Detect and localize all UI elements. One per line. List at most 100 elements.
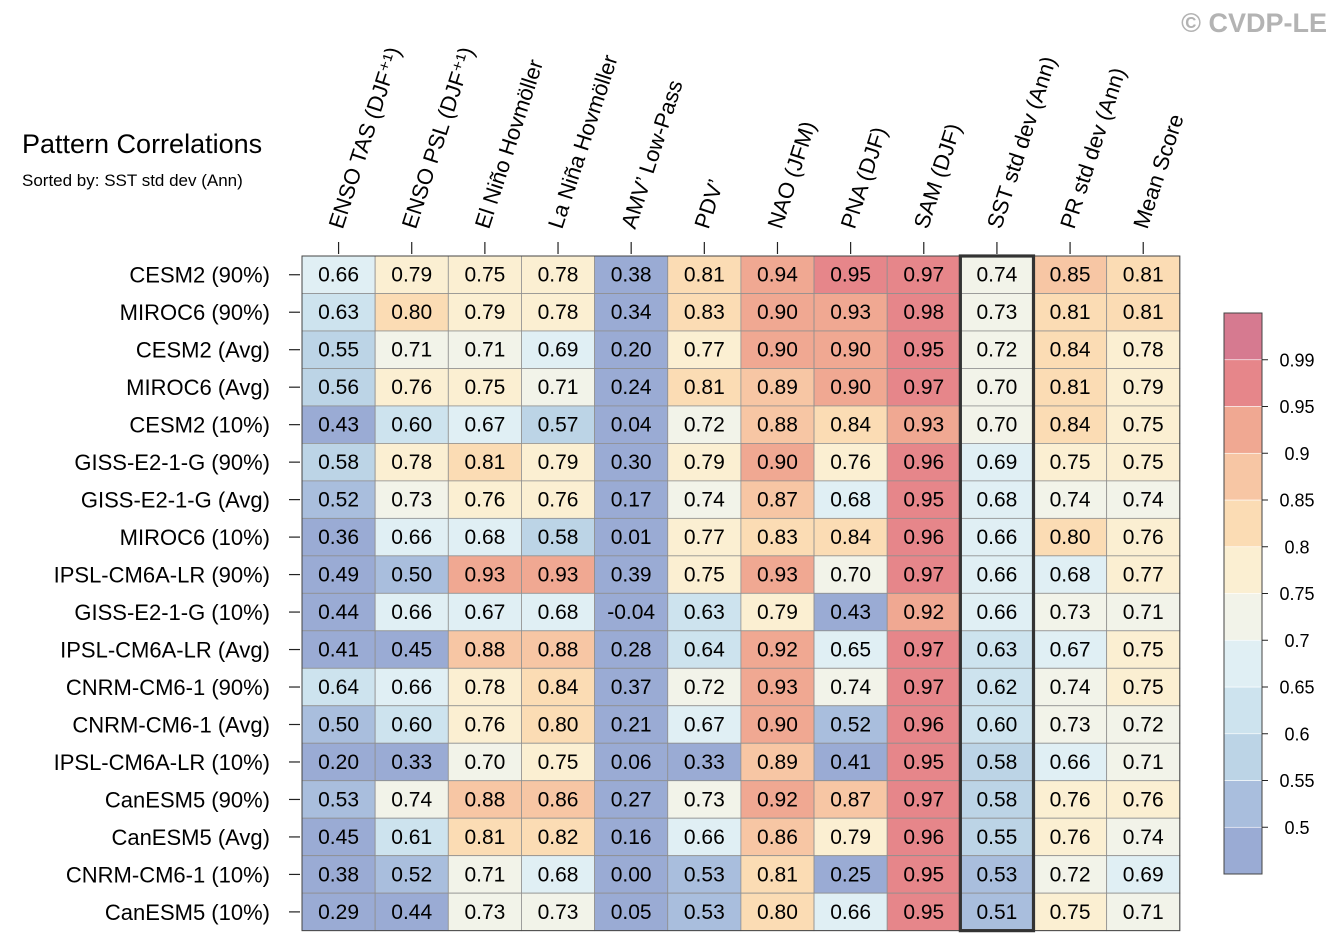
heatmap-cell xyxy=(594,705,669,744)
cell-value-label: 0.80 xyxy=(538,714,579,737)
heatmap-cell xyxy=(813,517,888,557)
heatmap-cell xyxy=(667,592,742,632)
cell-value-label: 0.45 xyxy=(391,639,432,662)
cell-value-label: 0.84 xyxy=(1050,414,1091,437)
cell-value-label: 0.73 xyxy=(1050,714,1091,737)
cell-value-label: 0.74 xyxy=(976,264,1017,287)
cell-value-label: 0.36 xyxy=(318,526,359,549)
cell-value-label: 0.62 xyxy=(976,676,1017,699)
cell-value-label: 0.75 xyxy=(1123,676,1164,699)
heatmap-cells: 0.66 0.79 0.75 0.78 0.38 0.81 0.94 0.95 0.97 0.74… xyxy=(301,255,1181,932)
row-label: IPSL-CM6A-LR (10%) xyxy=(54,750,270,775)
highlight-frame xyxy=(958,254,1036,933)
heatmap-cell xyxy=(521,480,596,519)
cell-value-label: 0.33 xyxy=(684,751,725,774)
heatmap-cell xyxy=(447,517,522,557)
heatmap-cell xyxy=(521,330,596,369)
cell-value-label: 0.80 xyxy=(391,301,432,324)
colorbar-bin xyxy=(1223,639,1263,688)
cell-value-label: 0.79 xyxy=(538,451,579,474)
row-label: MIROC6 (90%) xyxy=(120,300,270,325)
cell-value-label: 0.93 xyxy=(830,301,871,324)
colorbar-bin xyxy=(1223,686,1263,735)
cell-value-label: 0.68 xyxy=(538,863,579,886)
cell-value-label: 0.60 xyxy=(391,714,432,737)
cell-value-label: 0.01 xyxy=(611,526,652,549)
heatmap-cell xyxy=(594,667,669,707)
cell-value-label: 0.92 xyxy=(757,639,798,662)
cell-value-label: 0.66 xyxy=(684,826,725,849)
cell-value-label: 0.60 xyxy=(976,714,1017,737)
heatmap-cell xyxy=(594,480,669,519)
cell-value-label: 0.84 xyxy=(538,676,579,699)
heatmap-cell xyxy=(301,517,376,557)
heatmap-cell xyxy=(813,293,888,332)
heatmap-cell xyxy=(1033,405,1108,444)
heatmap-cell xyxy=(667,855,742,894)
heatmap-cell xyxy=(521,855,596,894)
heatmap-cell xyxy=(740,742,815,782)
cell-value-label: 0.20 xyxy=(318,751,359,774)
cell-value-label: 0.81 xyxy=(684,264,725,287)
cell-value-label: 0.93 xyxy=(464,564,505,587)
cell-value-label: 0.73 xyxy=(1050,601,1091,624)
heatmap-cell xyxy=(594,780,669,819)
cell-value-label: 0.16 xyxy=(611,826,652,849)
heatmap-cell xyxy=(667,517,742,557)
cell-value-label: 0.95 xyxy=(903,339,944,362)
heatmap-cell xyxy=(740,855,815,894)
cell-value-label: 0.45 xyxy=(318,826,359,849)
column-label: Mean Score xyxy=(1128,111,1188,232)
colorbar-tick-label: 0.65 xyxy=(1279,678,1314,698)
cell-value-label: 0.38 xyxy=(611,264,652,287)
row-label: CESM2 (90%) xyxy=(129,263,270,288)
column-label: NAO (JFM) xyxy=(762,118,820,231)
cell-value-label: 0.75 xyxy=(684,564,725,587)
heatmap-cell xyxy=(740,368,815,407)
cell-value-label: 0.71 xyxy=(1123,901,1164,924)
cell-value-label: 0.90 xyxy=(757,339,798,362)
cell-value-label: 0.73 xyxy=(684,788,725,811)
cell-value-label: 0.81 xyxy=(684,376,725,399)
heatmap-cell xyxy=(521,742,596,782)
cell-value-label: 0.71 xyxy=(464,863,505,886)
cell-value-label: 0.88 xyxy=(464,639,505,662)
cell-value-label: 0.81 xyxy=(464,826,505,849)
cell-value-label: 0.95 xyxy=(903,901,944,924)
colorbar-tick-label: 0.7 xyxy=(1284,631,1309,651)
row-label: CNRM-CM6-1 (10%) xyxy=(66,862,270,887)
cell-value-label: 0.72 xyxy=(684,414,725,437)
heatmap-cell xyxy=(740,405,815,444)
cell-value-label: 0.28 xyxy=(611,639,652,662)
heatmap-cell xyxy=(667,480,742,519)
column-labels: ENSO TAS (DJF⁺¹)ENSO PSL (DJF⁺¹)El Niño … xyxy=(324,44,1189,254)
cell-value-label: 0.75 xyxy=(1123,451,1164,474)
colorbar-tick-label: 0.55 xyxy=(1279,771,1314,791)
heatmap-cell xyxy=(1033,742,1108,782)
cell-value-label: 0.44 xyxy=(318,601,359,624)
cell-value-label: 0.88 xyxy=(757,414,798,437)
heatmap-cell xyxy=(447,742,522,782)
heatmap-cell xyxy=(886,293,961,332)
heatmap-cell xyxy=(1033,517,1108,557)
cell-value-label: 0.69 xyxy=(1123,863,1164,886)
cell-value-label: 0.73 xyxy=(538,901,579,924)
cell-value-label: 0.71 xyxy=(538,376,579,399)
cell-value-label: 0.93 xyxy=(538,564,579,587)
cell-value-label: 0.98 xyxy=(903,301,944,324)
cell-value-label: 0.53 xyxy=(684,863,725,886)
row-label: GISS-E2-1-G (10%) xyxy=(74,600,270,625)
cell-value-label: 0.89 xyxy=(757,376,798,399)
cell-value-label: 0.84 xyxy=(830,414,871,437)
cell-value-label: 0.96 xyxy=(903,451,944,474)
cell-value-label: 0.74 xyxy=(1050,489,1091,512)
cell-value-label: 0.94 xyxy=(757,264,798,287)
cell-value-label: 0.85 xyxy=(1050,264,1091,287)
heatmap-cell xyxy=(447,592,522,632)
colorbar-tick-label: 0.95 xyxy=(1279,397,1314,417)
colorbar-bin xyxy=(1223,312,1263,361)
colorbar-bin xyxy=(1223,780,1263,828)
cell-value-label: 0.67 xyxy=(684,714,725,737)
heatmap-cell xyxy=(447,817,522,857)
heatmap-cell xyxy=(374,293,449,332)
